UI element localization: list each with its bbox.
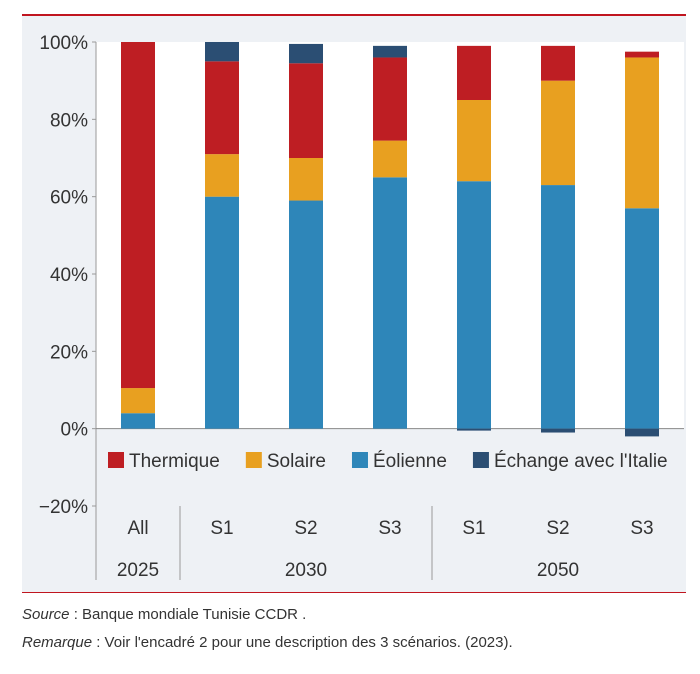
legend-swatch	[472, 452, 489, 468]
group-label: 2030	[285, 560, 327, 581]
legend-swatch	[245, 452, 262, 468]
x-tick-label: S3	[630, 518, 653, 539]
top-rule	[22, 14, 686, 16]
bar-segment	[541, 80, 575, 186]
legend-swatch	[108, 452, 124, 468]
bar-segment	[373, 177, 407, 429]
bar-segment	[205, 42, 239, 62]
y-tick-label: 60%	[50, 188, 88, 209]
remark-text: : Voir l'encadré 2 pour une description …	[92, 634, 513, 651]
bar-segment	[289, 158, 323, 201]
bar-segment	[373, 45, 407, 58]
bar-segment	[457, 428, 491, 431]
bar-segment	[289, 43, 323, 64]
legend-label: Solaire	[267, 451, 326, 472]
y-tick-label: 20%	[50, 342, 88, 363]
legend-label: Échange avec l'Italie	[494, 451, 668, 472]
x-tick-label: S2	[546, 518, 569, 539]
bar-segment	[541, 45, 575, 81]
bar-segment	[457, 45, 491, 100]
bar-segment	[205, 61, 239, 155]
y-tick-label: 100%	[39, 33, 88, 54]
bar-segment	[541, 185, 575, 429]
x-tick-label: S2	[294, 518, 317, 539]
y-tick-label: 40%	[50, 265, 88, 286]
bar-segment	[457, 100, 491, 182]
bar-segment	[541, 428, 575, 433]
bar-segment	[205, 196, 239, 429]
x-tick-label: All	[127, 518, 148, 539]
remark-note: Remarque : Voir l'encadré 2 pour une des…	[22, 634, 513, 651]
group-label: 2050	[537, 560, 579, 581]
group-label: 2025	[117, 560, 159, 581]
bar-segment	[625, 208, 659, 429]
source-label: Source	[22, 606, 70, 623]
bar-segment	[457, 181, 491, 429]
bar-segment	[625, 51, 659, 58]
y-tick-label: 0%	[61, 420, 89, 441]
bar-segment	[121, 413, 155, 429]
legend-label: Éolienne	[373, 451, 447, 472]
x-tick-label: S1	[462, 518, 485, 539]
y-tick-label: −20%	[39, 497, 88, 518]
y-tick-label: 80%	[50, 110, 88, 131]
bar-segment	[373, 140, 407, 178]
bar-segment	[625, 428, 659, 437]
x-tick-label: S3	[378, 518, 401, 539]
legend-swatch	[351, 452, 368, 468]
bar-segment	[289, 200, 323, 429]
remark-label: Remarque	[22, 634, 93, 651]
bar-segment	[289, 63, 323, 159]
x-tick-label: S1	[210, 518, 233, 539]
source-text: : Banque mondiale Tunisie CCDR .	[69, 606, 307, 623]
bar-segment	[625, 57, 659, 209]
stacked-bar-chart: −20% 0% 20% 40% 60% 80% 100% Thermique Solaire Éo…	[39, 33, 684, 581]
bar-segment	[373, 57, 407, 141]
bar-segment	[121, 388, 155, 414]
legend-label: Thermique	[129, 451, 220, 472]
bar-segment	[121, 42, 155, 389]
source-note: Source : Banque mondiale Tunisie CCDR .	[22, 606, 306, 623]
bottom-rule	[22, 592, 686, 593]
bar-segment	[205, 154, 239, 197]
